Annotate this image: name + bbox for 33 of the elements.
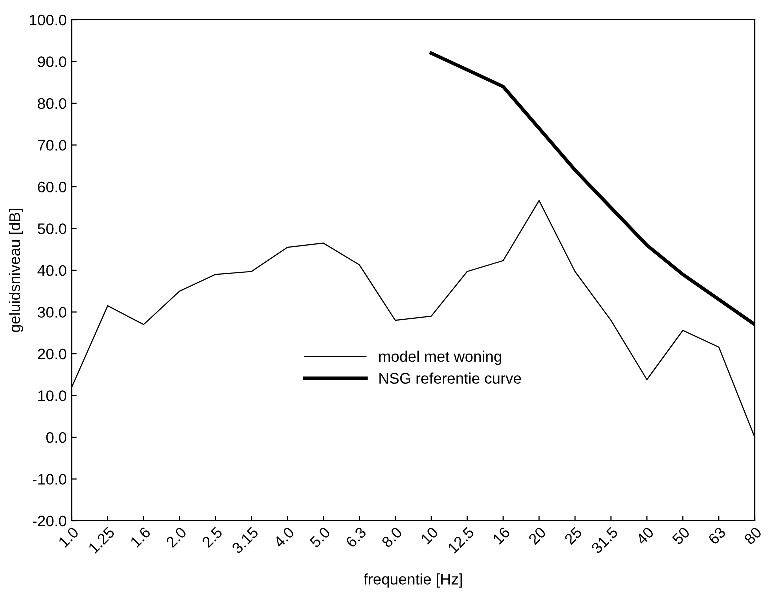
y-tick-label: 30.0	[38, 307, 67, 318]
x-tick-label: 1.6	[130, 526, 152, 548]
x-tick-label: 5.0	[309, 526, 332, 548]
x-tick-label: 2.0	[166, 526, 188, 548]
y-tick-label: 60.0	[38, 182, 67, 193]
y-tick-label: 0.0	[46, 432, 67, 444]
y-tick-label: 20.0	[38, 348, 67, 360]
x-axis-title: frequentie [Hz]	[364, 574, 462, 588]
x-tick-label: 25	[564, 526, 583, 546]
x-tick-label: 63	[708, 526, 727, 546]
x-tick-label: 6.3	[345, 526, 368, 548]
x-tick-label: 10	[420, 526, 439, 545]
x-tick-label: 2.5	[202, 526, 224, 548]
y-tick-label: -20.0	[33, 516, 67, 527]
x-tick-label: 50	[672, 526, 691, 546]
y-tick-label: 10.0	[38, 390, 67, 402]
x-tick-label: 16	[492, 526, 511, 545]
y-tick-label: 100.0	[30, 14, 67, 26]
x-tick-label: 8.0	[381, 526, 404, 548]
x-tick-label: 40	[636, 526, 655, 546]
y-axis-title: geluidsniveau [dB]	[9, 209, 24, 332]
y-tick-label: 50.0	[38, 224, 67, 234]
y-tick-label: -10.0	[33, 474, 67, 485]
y-tick-label: 80.0	[38, 98, 67, 110]
x-tick-label: 4.0	[273, 526, 296, 549]
legend-label: model met woning	[379, 350, 502, 366]
y-tick-label: 40.0	[38, 265, 67, 276]
x-tick-label: 20	[528, 526, 547, 546]
legend-label: NSG referentie curve	[380, 372, 522, 384]
y-tick-label: 90.0	[38, 56, 67, 68]
x-tick-label: 80	[744, 526, 763, 546]
y-tick-label: 70.0	[38, 140, 67, 151]
x-tick-label: 1.0	[58, 526, 80, 548]
